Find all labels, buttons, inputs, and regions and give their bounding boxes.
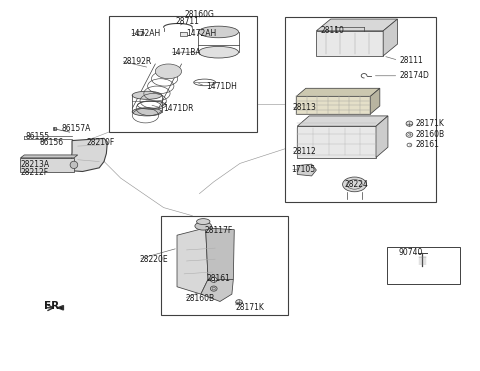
- Polygon shape: [297, 116, 388, 126]
- Ellipse shape: [156, 64, 181, 79]
- Bar: [161, 216, 288, 315]
- Text: 28110: 28110: [320, 26, 344, 35]
- Polygon shape: [21, 158, 74, 172]
- Polygon shape: [370, 88, 380, 114]
- Text: 28117F: 28117F: [204, 226, 232, 235]
- Text: 28192R: 28192R: [122, 56, 151, 66]
- Text: 28113: 28113: [292, 102, 316, 112]
- Text: 28160G: 28160G: [184, 10, 215, 19]
- Text: 28212F: 28212F: [21, 168, 48, 177]
- Ellipse shape: [132, 91, 162, 99]
- Polygon shape: [205, 228, 234, 279]
- Text: 28220E: 28220E: [140, 255, 168, 264]
- Ellipse shape: [199, 46, 239, 58]
- Bar: [53, 127, 56, 130]
- Text: 17105: 17105: [291, 165, 316, 174]
- Text: 90740: 90740: [399, 248, 423, 257]
- Circle shape: [210, 277, 217, 282]
- Text: 28213A: 28213A: [21, 160, 49, 169]
- Text: 1471DR: 1471DR: [164, 104, 194, 113]
- Polygon shape: [316, 31, 383, 56]
- Text: 28112: 28112: [292, 147, 316, 156]
- Text: 28161: 28161: [206, 274, 230, 283]
- Text: 28161: 28161: [415, 141, 439, 150]
- Bar: [387, 247, 460, 284]
- Text: 86156: 86156: [39, 138, 63, 147]
- Ellipse shape: [343, 177, 366, 192]
- Polygon shape: [297, 164, 316, 176]
- Text: 1472AH: 1472AH: [187, 29, 217, 38]
- Text: 28111: 28111: [400, 56, 424, 65]
- Bar: [137, 31, 143, 35]
- Ellipse shape: [199, 26, 239, 38]
- Text: 28160B: 28160B: [415, 130, 444, 139]
- Text: 28171K: 28171K: [235, 302, 264, 312]
- Text: 1471BA: 1471BA: [171, 48, 201, 57]
- Polygon shape: [177, 228, 208, 294]
- Ellipse shape: [197, 219, 210, 224]
- Bar: [180, 32, 187, 36]
- Circle shape: [236, 300, 242, 305]
- Bar: [285, 17, 436, 202]
- Text: FR.: FR.: [44, 301, 64, 311]
- Text: 28160B: 28160B: [185, 294, 214, 303]
- Text: 86155: 86155: [26, 132, 50, 141]
- Polygon shape: [58, 306, 63, 310]
- Text: 1471DH: 1471DH: [206, 82, 238, 91]
- Polygon shape: [201, 279, 233, 302]
- Ellipse shape: [195, 222, 212, 230]
- Polygon shape: [71, 138, 108, 171]
- Polygon shape: [297, 126, 376, 158]
- Text: 28174D: 28174D: [400, 71, 430, 80]
- Ellipse shape: [70, 161, 78, 168]
- Text: 28224: 28224: [345, 180, 369, 189]
- Polygon shape: [21, 155, 78, 158]
- Polygon shape: [296, 96, 370, 114]
- Text: 28711: 28711: [176, 17, 200, 26]
- Polygon shape: [383, 19, 397, 56]
- Circle shape: [406, 121, 413, 126]
- Text: 28210F: 28210F: [86, 138, 115, 147]
- Text: 1472AH: 1472AH: [130, 29, 160, 38]
- Text: 86157A: 86157A: [61, 124, 91, 133]
- Text: 28171K: 28171K: [415, 119, 444, 128]
- Polygon shape: [316, 19, 397, 31]
- Bar: [109, 16, 257, 132]
- Bar: [302, 130, 371, 154]
- Ellipse shape: [132, 108, 162, 116]
- Polygon shape: [296, 88, 380, 96]
- Polygon shape: [376, 116, 388, 158]
